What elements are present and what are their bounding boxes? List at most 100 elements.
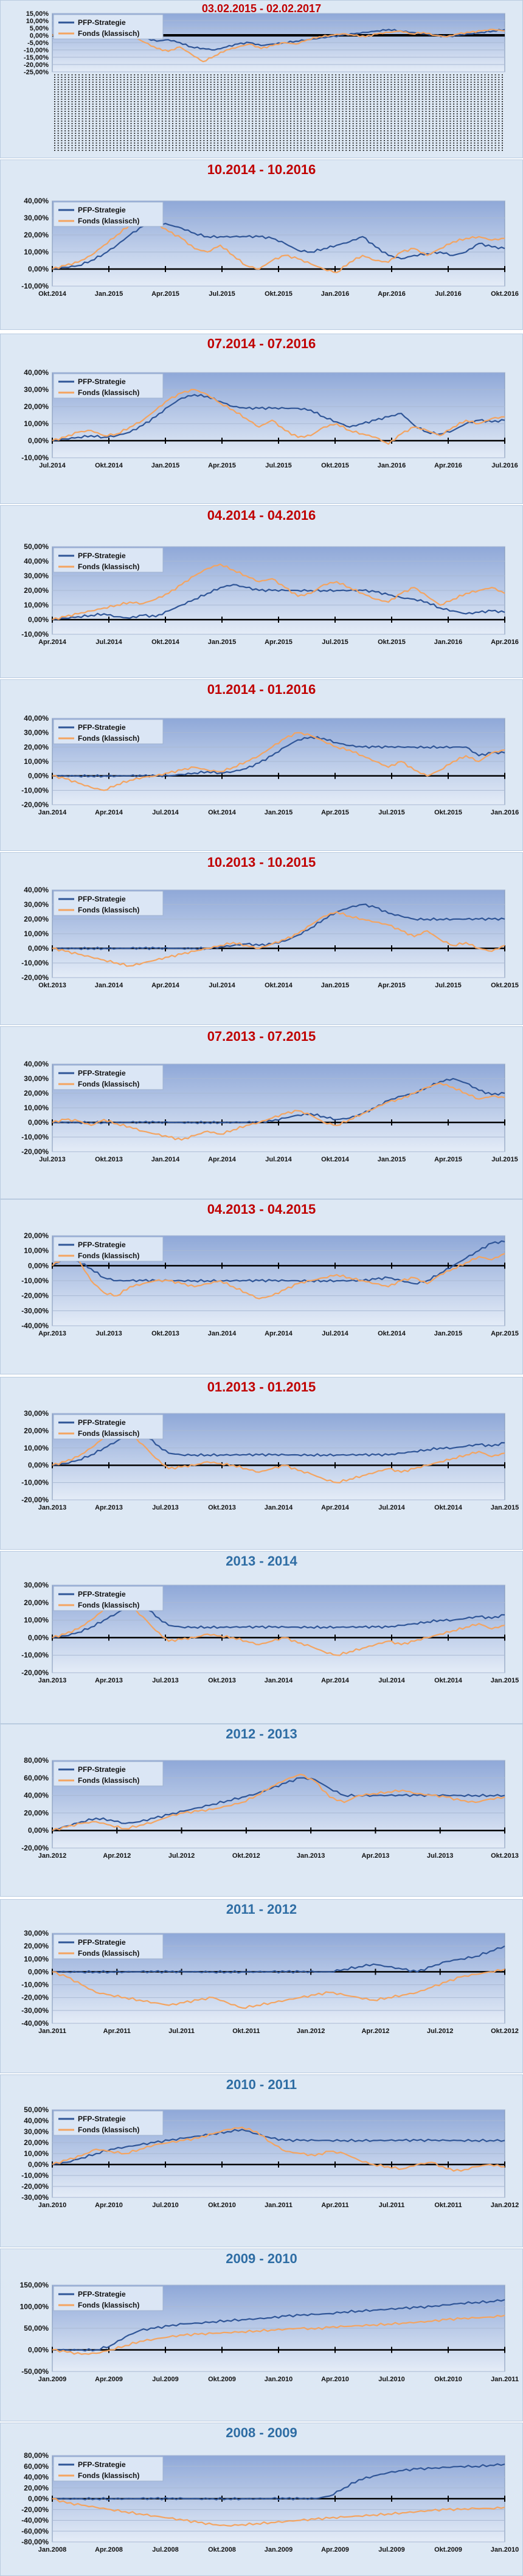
x-tick-label: Okt.2015 <box>491 982 519 989</box>
chart-title: 2013 - 2014 <box>226 1553 297 1569</box>
x-tick-label: Jan.2013 <box>297 1852 325 1860</box>
x-tick-label: Apr.2011 <box>103 2028 131 2035</box>
x-tick-label: Jan.2016 <box>321 290 349 298</box>
y-tick-label: 10,00% <box>26 18 49 25</box>
legend-label-strategy: PFP-Strategie <box>78 2460 126 2469</box>
x-tick-label: Apr.2016 <box>491 639 519 646</box>
y-tick-label: -20,00% <box>21 800 49 809</box>
y-tick-label: 0,00% <box>28 1461 49 1469</box>
chart-title: 04.2013 - 04.2015 <box>207 1202 316 1217</box>
x-tick-label: Apr.2011 <box>321 2202 348 2209</box>
legend: PFP-Strategie Fonds (klassisch) <box>53 2110 164 2136</box>
legend-box <box>53 2286 164 2311</box>
x-tick-label: Jul.2015 <box>265 462 291 469</box>
y-tick-label: 20,00% <box>24 1808 49 1817</box>
y-tick-label: 10,00% <box>24 1955 49 1963</box>
x-tick-label: Jul.2013 <box>152 1677 178 1684</box>
y-tick-label: -40,00% <box>21 1321 49 1330</box>
legend: PFP-Strategie Fonds (klassisch) <box>53 14 164 40</box>
legend: PFP-Strategie Fonds (klassisch) <box>53 373 164 399</box>
legend-label-strategy: PFP-Strategie <box>78 1590 126 1598</box>
y-tick-label: -20,00% <box>21 1668 49 1677</box>
x-tick-label: Apr.2015 <box>265 639 293 646</box>
x-tick-label: Jan.2016 <box>491 809 519 816</box>
legend: PFP-Strategie Fonds (klassisch) <box>53 1236 164 1262</box>
y-tick-label: 0,00% <box>28 265 49 273</box>
x-tick-label: Okt.2013 <box>151 1330 179 1337</box>
y-tick-label: 0,00% <box>28 1261 49 1270</box>
legend: PFP-Strategie Fonds (klassisch) <box>53 1934 164 1959</box>
x-tick-label: Okt.2014 <box>378 1330 406 1337</box>
y-tick-label: 20,00% <box>24 1089 49 1097</box>
y-tick-label: 60,00% <box>24 2462 49 2471</box>
x-tick-label: Jan.2015 <box>208 639 236 646</box>
legend-label-fund: Fonds (klassisch) <box>78 2301 139 2309</box>
legend-box <box>53 1586 164 1611</box>
y-tick-label: 10,00% <box>24 419 49 428</box>
y-tick-label: 100,00% <box>20 2303 49 2311</box>
y-tick-label: 40,00% <box>24 197 49 205</box>
x-tick-label: Jan.2014 <box>95 982 123 989</box>
y-tick-label: 60,00% <box>24 1774 49 1782</box>
y-tick-label: 30,00% <box>24 572 49 580</box>
x-tick-label: Jul.2014 <box>378 1677 405 1684</box>
y-tick-label: -10,00% <box>21 1479 49 1487</box>
x-tick-label: Jul.2010 <box>378 2376 404 2383</box>
legend-label-strategy: PFP-Strategie <box>78 206 126 214</box>
legend-box <box>53 1414 164 1440</box>
y-tick-label: -10,00% <box>21 453 49 462</box>
series-line-strategy <box>52 584 505 621</box>
legend-label-strategy: PFP-Strategie <box>78 2115 126 2123</box>
legend-label-fund: Fonds (klassisch) <box>78 1949 139 1958</box>
legend-box <box>53 1065 164 1090</box>
x-tick-label: Jan.2014 <box>265 1504 293 1511</box>
chart-title: 2011 - 2012 <box>226 1902 297 1917</box>
legend: PFP-Strategie Fonds (klassisch) <box>53 1065 164 1090</box>
x-tick-label: Jan.2012 <box>491 2202 519 2209</box>
x-tick-label: Jan.2015 <box>378 1156 406 1163</box>
x-tick-label: Okt.2015 <box>265 290 293 298</box>
y-tick-label: -5,00% <box>27 40 49 47</box>
x-tick-label: Jan.2010 <box>491 2546 519 2553</box>
x-tick-label: Jul.2014 <box>39 462 66 469</box>
chart-title: 07.2014 - 07.2016 <box>207 336 316 351</box>
x-tick-label: Jul.2014 <box>152 809 179 816</box>
x-tick-label: Okt.2013 <box>491 1852 519 1860</box>
x-tick-label: Jan.2015 <box>151 462 179 469</box>
legend-box <box>53 373 164 399</box>
series-line-strategy <box>52 1240 505 1285</box>
y-tick-label: -20,00% <box>21 1844 49 1852</box>
legend-box <box>53 201 164 227</box>
series-line-fund <box>52 1773 505 1832</box>
series-line-fund <box>52 732 505 791</box>
legend-label-strategy: PFP-Strategie <box>78 2290 126 2298</box>
x-tick-label: Jul.2015 <box>435 982 461 989</box>
chart-title: 2008 - 2009 <box>226 2425 297 2440</box>
y-tick-label: -30,00% <box>21 2193 49 2202</box>
x-tick-label: Jul.2014 <box>378 1504 405 1511</box>
x-tick-label: Okt.2014 <box>265 982 293 989</box>
y-tick-label: -10,00% <box>21 1276 49 1285</box>
y-tick-label: -10,00% <box>21 959 49 967</box>
x-tick-label: Jan.2013 <box>38 1504 66 1511</box>
x-tick-label: Jul.2015 <box>491 1156 518 1163</box>
y-tick-label: -10,00% <box>21 786 49 794</box>
x-tick-label: Jan.2014 <box>208 1330 237 1337</box>
x-tick-label: Jul.2012 <box>427 2028 453 2035</box>
legend: PFP-Strategie Fonds (klassisch) <box>53 2456 164 2482</box>
chart-title: 10.2014 - 10.2016 <box>207 162 316 177</box>
chart-title: 03.02.2015 - 02.02.2017 <box>201 2 322 15</box>
y-tick-label: 10,00% <box>24 1247 49 1255</box>
x-tick-label: Jul.2016 <box>491 462 518 469</box>
series-line-strategy <box>52 736 505 778</box>
x-tick-label: Jan.2015 <box>321 982 349 989</box>
legend-label-strategy: PFP-Strategie <box>78 18 126 27</box>
series-line-strategy <box>52 1945 505 1974</box>
x-tick-label: Jul.2010 <box>152 2202 178 2209</box>
